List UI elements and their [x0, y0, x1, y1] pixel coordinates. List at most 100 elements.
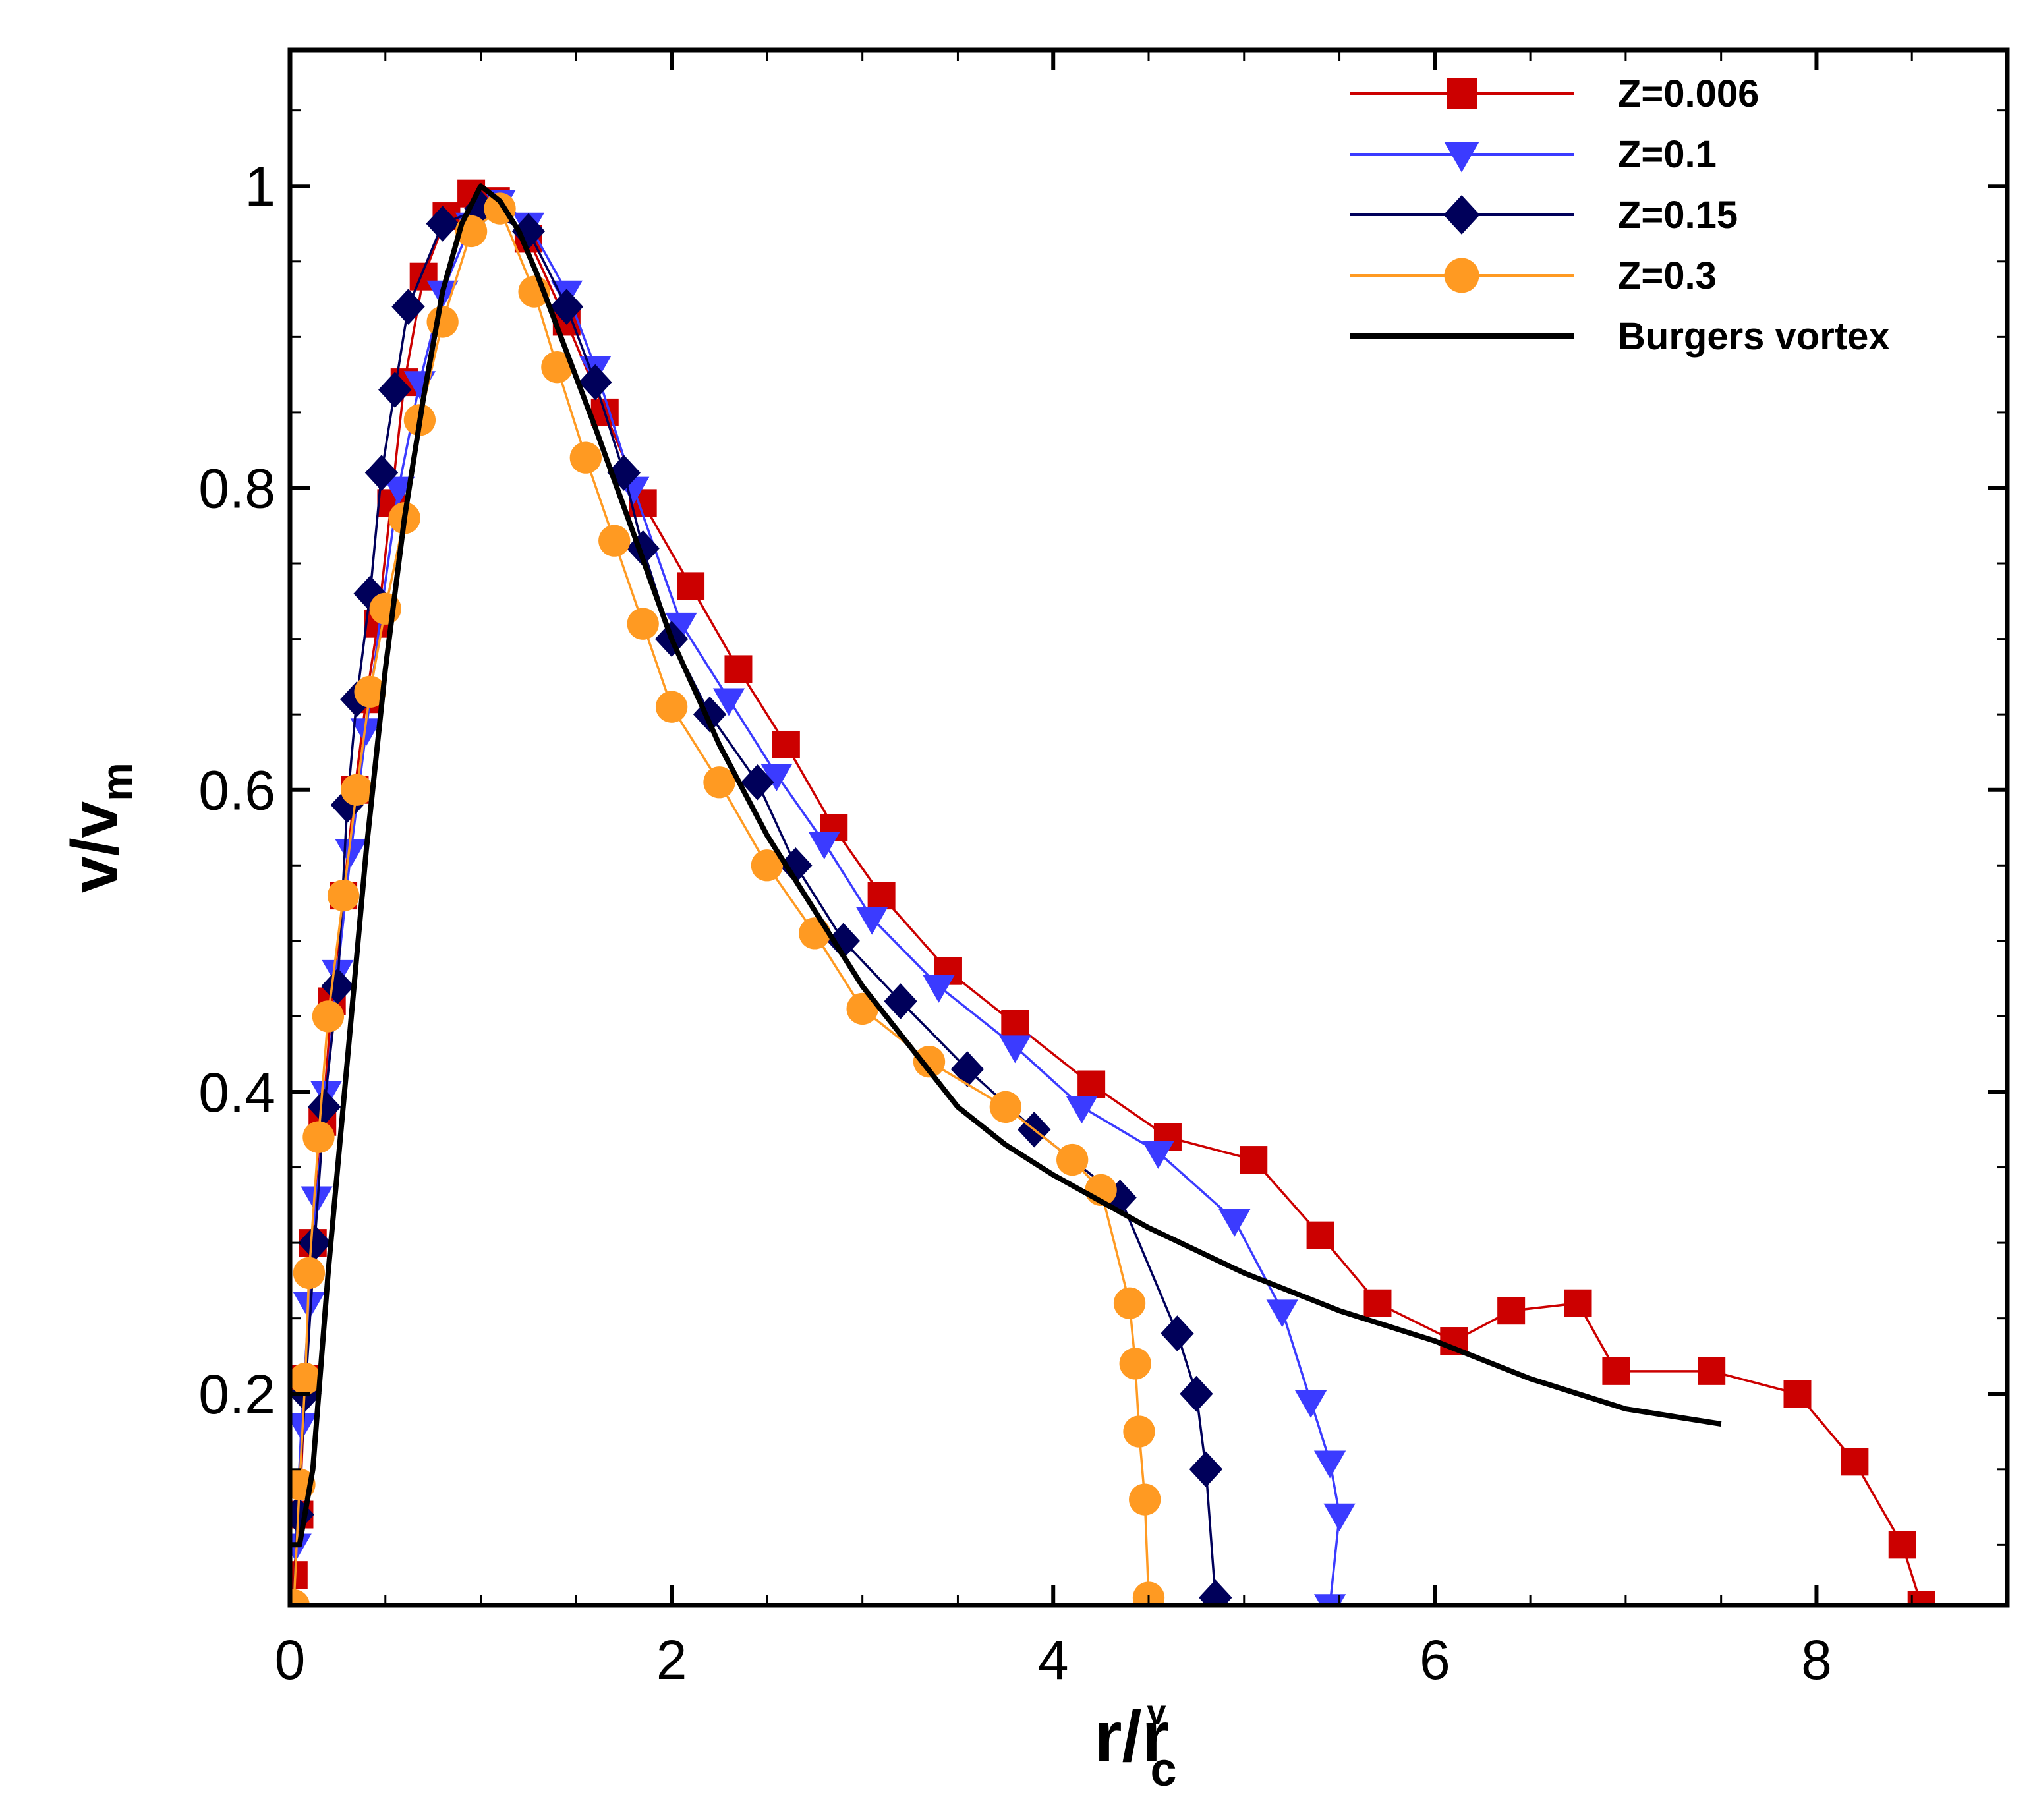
data-point: [799, 917, 831, 950]
data-point: [354, 675, 386, 708]
data-point: [884, 983, 917, 1019]
data-point: [923, 975, 955, 1003]
data-point: [1907, 1591, 1935, 1605]
legend-entry: Z=0.1: [1350, 133, 1717, 176]
data-point: [867, 882, 896, 910]
data-point: [1161, 1315, 1194, 1351]
data-point: [1119, 1348, 1151, 1380]
data-point: [677, 572, 705, 600]
data-point: [655, 691, 688, 723]
data-point: [307, 1089, 341, 1125]
legend-label: Z=0.3: [1618, 254, 1717, 297]
data-point: [378, 372, 412, 408]
legend-entry: Z=0.006: [1350, 72, 1759, 115]
data-point: [1266, 1299, 1298, 1328]
x-axis-title: r/rv c: [1094, 1693, 1176, 1796]
series-z-0-3: [290, 192, 1165, 1605]
data-point: [321, 968, 355, 1004]
data-point: [703, 766, 735, 799]
data-point: [1056, 1143, 1089, 1176]
x-tick-label: 4: [1038, 1629, 1069, 1691]
data-point: [1001, 1010, 1029, 1038]
data-point: [1142, 1141, 1174, 1169]
data-point: [626, 530, 660, 567]
data-point: [550, 289, 584, 325]
data-point: [751, 849, 784, 882]
data-point: [1113, 1287, 1146, 1319]
data-point: [627, 608, 659, 640]
data-point: [1189, 1451, 1223, 1488]
legend-entry: Z=0.3: [1350, 254, 1717, 297]
data-point: [1888, 1531, 1916, 1559]
data-point: [607, 455, 641, 491]
x-tick-label: 6: [1419, 1629, 1450, 1691]
data-point: [1066, 1096, 1098, 1124]
data-point: [855, 907, 888, 935]
data-point: [1363, 1289, 1392, 1317]
legend-label: Z=0.15: [1618, 194, 1738, 237]
legend-marker: [1444, 142, 1479, 173]
series-line: [293, 207, 1150, 1605]
data-point: [1841, 1448, 1869, 1476]
y-tick-label: 0.8: [198, 457, 275, 519]
data-point: [327, 879, 360, 912]
y-tick-label: 0.2: [198, 1363, 275, 1425]
data-point: [826, 923, 860, 959]
data-point: [293, 1257, 326, 1290]
data-point: [1698, 1357, 1726, 1385]
series-z-0-006: [290, 179, 1935, 1605]
series-burgers-vortex: [290, 183, 1722, 1548]
data-point: [335, 839, 367, 867]
data-point: [999, 1035, 1031, 1064]
legend-marker: [1447, 78, 1477, 109]
x-tick-label: 8: [1801, 1629, 1832, 1691]
data-point: [1323, 1503, 1356, 1531]
data-point: [426, 206, 459, 242]
data-point: [350, 718, 382, 747]
legend-marker: [1444, 258, 1479, 293]
y-axis-title: v/vm: [58, 762, 141, 893]
data-point: [569, 441, 602, 474]
legend-entry: Burgers vortex: [1350, 315, 1890, 358]
x-tick-label: 2: [656, 1629, 687, 1691]
plot-frame: [287, 47, 2010, 1608]
data-point: [741, 764, 774, 801]
data-point: [541, 351, 573, 384]
data-point: [724, 655, 753, 683]
data-point: [290, 1589, 310, 1605]
data-point: [1240, 1146, 1268, 1174]
legend-label: Burgers vortex: [1618, 315, 1890, 358]
data-point: [290, 1496, 314, 1533]
data-point: [1199, 1579, 1232, 1605]
data-point: [391, 289, 425, 325]
data-point: [712, 688, 745, 716]
legend: Z=0.006 Z=0.1 Z=0.15 Z=0.3 Burgers vortex: [1350, 72, 1890, 358]
data-point: [808, 832, 840, 860]
y-tick-label: 0.4: [198, 1062, 275, 1123]
x-axis-title-main: r/r: [1094, 1696, 1169, 1776]
data-point: [846, 992, 878, 1025]
data-point: [598, 525, 631, 557]
y-axis-ticks: 0.2 0.4 0.6 0.8 1: [198, 109, 2007, 1546]
data-point: [353, 575, 387, 612]
data-point: [1218, 1209, 1251, 1237]
data-point: [1313, 1450, 1346, 1479]
data-point: [302, 1121, 335, 1153]
y-axis-title-main: v/v: [58, 801, 132, 892]
data-point: [290, 1561, 308, 1589]
data-point: [1564, 1289, 1592, 1317]
data-point: [1497, 1297, 1526, 1325]
legend-entry: Z=0.15: [1350, 194, 1738, 237]
x-tick-label: 0: [275, 1629, 306, 1691]
data-point: [1180, 1375, 1213, 1412]
data-point: [341, 774, 373, 806]
legend-label: Z=0.006: [1618, 72, 1759, 115]
data-point: [760, 764, 793, 792]
data-point: [312, 1000, 345, 1033]
y-tick-label: 0.6: [198, 760, 275, 822]
data-point: [330, 787, 364, 823]
y-tick-label: 1: [244, 156, 275, 217]
data-point: [772, 730, 800, 758]
data-point: [298, 1224, 331, 1261]
data-point: [950, 1051, 985, 1087]
